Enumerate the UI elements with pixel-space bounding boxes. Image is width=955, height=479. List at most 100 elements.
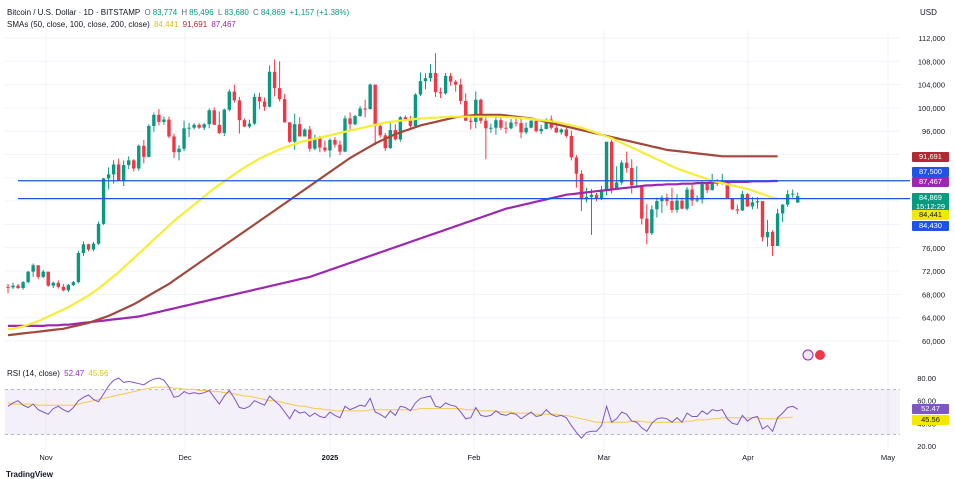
candle-body	[775, 213, 780, 247]
candle-body	[469, 120, 473, 122]
candle-body	[81, 244, 86, 254]
candle-body	[71, 282, 76, 286]
tradingview-logo[interactable]: TradingView	[6, 470, 53, 479]
candle-body	[650, 209, 654, 234]
countdown-tag: 15:12:29	[912, 202, 949, 212]
rsi-legend-label: RSI (14, close)	[7, 369, 60, 378]
candle-body	[6, 286, 10, 288]
candle-body	[277, 88, 282, 100]
candle-body	[624, 162, 629, 168]
candle-body	[247, 123, 252, 127]
low-label: L	[217, 8, 223, 17]
candle-body	[423, 78, 428, 82]
candle-body	[323, 147, 327, 151]
sma50-price-tag: 84,441	[912, 210, 949, 220]
rsi-legend[interactable]: RSI (14, close) 52.47 45.56	[7, 369, 110, 378]
candle-body	[539, 128, 543, 132]
candle-body	[142, 145, 146, 157]
price-axis-tick: 100,000	[918, 104, 945, 113]
candle-body	[544, 119, 548, 129]
open-value: 83,774	[152, 8, 178, 17]
candle-body	[725, 180, 729, 199]
candle-body	[293, 124, 297, 142]
candle-body	[569, 135, 574, 158]
candle-body	[509, 122, 513, 129]
price-axis-tick: 96,000	[922, 127, 945, 136]
candle-body	[26, 271, 30, 283]
candle-body	[212, 110, 216, 125]
grid-lines	[5, 30, 900, 450]
candle-body	[272, 71, 277, 89]
candle-body	[609, 141, 614, 189]
rsi-line	[7, 377, 798, 439]
rsi-lines	[7, 377, 798, 439]
level-high-price-tag: 87,500	[912, 167, 949, 177]
candle-body	[514, 122, 518, 124]
candle-body	[765, 232, 770, 238]
sma100-line	[7, 113, 778, 337]
currency-label[interactable]: USD	[920, 8, 937, 17]
candle-body	[438, 92, 443, 94]
candle-body	[318, 138, 322, 148]
candle-body	[740, 194, 745, 211]
candle-body	[796, 196, 800, 203]
candle-body	[121, 165, 126, 181]
sma-legend[interactable]: SMAs (50, close, 100, close, 200, close)…	[7, 20, 238, 29]
symbol-title[interactable]: Bitcoin / U.S. Dollar · 1D · BITSTAMP	[7, 8, 141, 17]
candle-body	[670, 201, 674, 210]
candle-body	[127, 160, 131, 166]
time-axis-tick: Apr	[742, 453, 754, 462]
candle-body	[680, 200, 684, 209]
candle-body	[31, 265, 35, 272]
rsi-axis-tick: 60.00	[917, 397, 936, 406]
candle-body	[242, 120, 247, 127]
candle-body	[785, 194, 790, 205]
candle-body	[338, 144, 342, 152]
candles	[6, 53, 800, 294]
candle-body	[700, 184, 704, 200]
candle-body	[378, 125, 382, 136]
candle-body	[21, 282, 25, 288]
event-marker-icon	[814, 349, 826, 361]
rsi-axis-tick: 80.00	[917, 374, 936, 383]
sma50-value: 84,441	[153, 20, 179, 29]
candle-body	[665, 197, 669, 202]
candle-body	[91, 243, 96, 250]
candle-body	[182, 128, 186, 149]
price-axis-tick: 112,000	[918, 34, 945, 43]
candle-body	[51, 282, 55, 286]
candle-body	[116, 164, 121, 181]
candle-body	[187, 127, 191, 129]
candle-body	[599, 189, 604, 199]
candle-body	[408, 118, 413, 126]
high-label: H	[181, 8, 188, 17]
candle-body	[111, 164, 116, 175]
candle-body	[413, 94, 418, 126]
price-axis-tick: 64,000	[922, 314, 945, 323]
candle-body	[61, 286, 66, 291]
candle-body	[464, 100, 468, 121]
candle-body	[529, 120, 533, 128]
candle-body	[554, 127, 558, 133]
candle-body	[137, 145, 141, 169]
candle-body	[101, 178, 106, 224]
candle-body	[459, 84, 463, 101]
rsi-band-fill	[5, 389, 900, 435]
candle-body	[760, 201, 765, 238]
candle-body	[368, 84, 372, 110]
candle-body	[207, 110, 211, 125]
candle-body	[660, 197, 664, 202]
price-axis-tick: 104,000	[918, 81, 945, 90]
sma200-line	[8, 179, 778, 327]
horizontal-levels[interactable]	[18, 180, 910, 200]
candle-body	[474, 99, 478, 122]
candle-body	[217, 124, 221, 133]
candle-body	[298, 124, 302, 137]
candle-body	[489, 127, 493, 129]
candle-body	[705, 184, 709, 191]
candle-body	[403, 117, 408, 119]
candle-body	[443, 75, 448, 94]
candle-body	[428, 72, 433, 79]
